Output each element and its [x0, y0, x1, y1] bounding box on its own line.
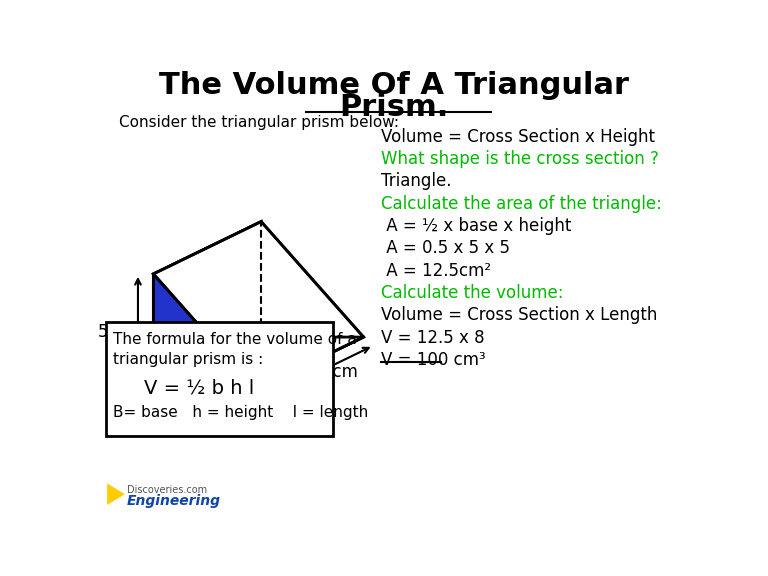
Text: What shape is the cross section ?: What shape is the cross section ? [381, 150, 659, 168]
Text: A = 0.5 x 5 x 5: A = 0.5 x 5 x 5 [381, 239, 510, 257]
Text: Calculate the area of the triangle:: Calculate the area of the triangle: [381, 195, 662, 213]
Text: 5cm: 5cm [98, 323, 134, 340]
Text: Triangle.: Triangle. [381, 172, 452, 190]
Text: 8cm: 8cm [323, 363, 359, 381]
Polygon shape [154, 222, 363, 389]
Polygon shape [154, 337, 363, 389]
Text: A = 12.5cm²: A = 12.5cm² [381, 262, 492, 279]
Text: V = 12.5 x 8: V = 12.5 x 8 [381, 329, 485, 347]
Text: Volume = Cross Section x Height: Volume = Cross Section x Height [381, 128, 655, 146]
Polygon shape [108, 483, 125, 505]
Text: V = 100 cm³: V = 100 cm³ [381, 351, 486, 369]
Text: Engineering: Engineering [127, 494, 221, 508]
Bar [106, 321, 333, 435]
Text: Discoveries.com: Discoveries.com [127, 485, 207, 495]
Text: A = ½ x base x height: A = ½ x base x height [381, 217, 571, 235]
Text: 5cm: 5cm [187, 411, 223, 429]
Polygon shape [154, 222, 261, 389]
Text: The formula for the volume of a: The formula for the volume of a [114, 332, 357, 347]
Text: The Volume Of A Triangular: The Volume Of A Triangular [159, 71, 628, 100]
Text: B= base   h = height    l = length: B= base h = height l = length [114, 405, 369, 420]
Text: V = ½ b h l: V = ½ b h l [144, 378, 254, 397]
Polygon shape [154, 274, 256, 389]
Text: Volume = Cross Section x Length: Volume = Cross Section x Length [381, 306, 657, 324]
Text: Prism.: Prism. [339, 93, 449, 122]
Text: triangular prism is :: triangular prism is : [114, 353, 263, 367]
Text: Calculate the volume:: Calculate the volume: [381, 284, 564, 302]
Text: Consider the triangular prism below:: Consider the triangular prism below: [120, 115, 399, 130]
